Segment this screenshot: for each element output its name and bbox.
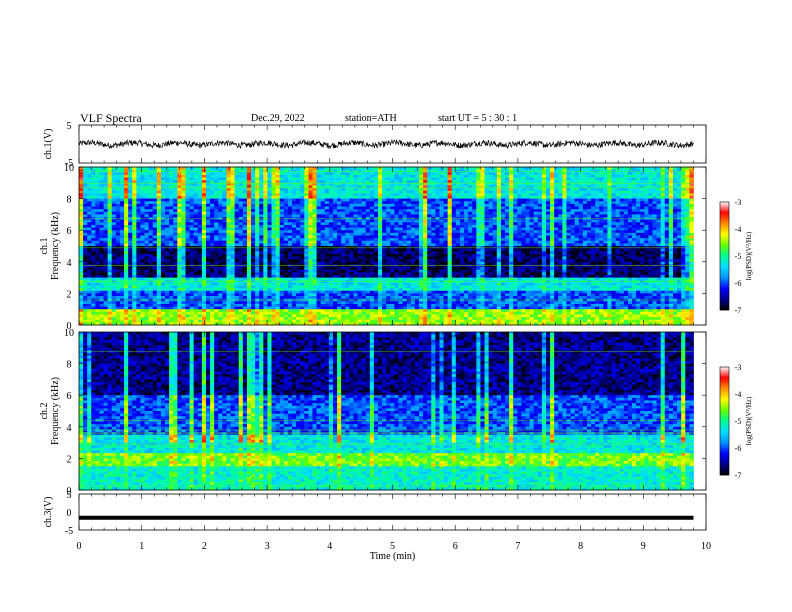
x-tick-label: 0 (77, 541, 82, 552)
x-tick-label: 10 (701, 541, 711, 552)
ch2-spectrogram-colorbar-label: log(PSD)(V²/Hz) (745, 396, 753, 445)
ch1-spectrogram-ytick-label: 10 (64, 163, 74, 174)
ch2-spectrogram-colorbar-tick: -3 (735, 363, 742, 372)
x-axis: 0 1 2 3 4 5 6 7 8 9 10 Time (min) (77, 541, 712, 562)
ch1-spectrogram-panel: 0 2 4 6 8 10 ch.1 Frequency (kHz) -3 -4 -5 -6 -7 log(… (39, 163, 753, 332)
ch1-spectrogram-ytick-label: 0 (67, 321, 72, 332)
ch2-spectrogram-colorbar-tick: -5 (735, 417, 742, 426)
x-tick-label: 3 (265, 541, 270, 552)
ch2-spectrogram-panel: 0 2 4 6 8 10 ch.2 Frequency (kHz) -3 -4 -5 -6 -7 log(… (39, 328, 753, 497)
x-tick-label: 7 (515, 541, 520, 552)
ch1-spectrogram-colorbar: -3 -4 -5 -6 -7 log(PSD)(V²/Hz) (719, 198, 753, 315)
ch1-spectrogram-ytick-label: 2 (67, 289, 72, 300)
x-tick-label: 8 (578, 541, 583, 552)
ch2-spectrogram-ytick-label: 4 (67, 423, 72, 434)
ch2-spectrogram-ylabel: Frequency (kHz) (50, 377, 61, 445)
ch1-ytick-label: -5 (65, 158, 73, 169)
ch1-waveform-line (78, 138, 694, 150)
ch3-ytick-label: 5 (67, 490, 72, 501)
ch3-ylabel: ch.3(V) (43, 497, 54, 528)
ch1-spectrogram-ylabel: ch.1 (39, 238, 50, 255)
x-tick-label: 9 (641, 541, 646, 552)
ch2-spectrogram-ytick-label: 0 (67, 486, 72, 497)
ch1-spectrogram-colorbar-tick: -6 (735, 279, 742, 288)
ch1-spectrogram-ytick-label: 4 (67, 258, 72, 269)
ch2-spectrogram-ytick-label: 6 (67, 391, 72, 402)
ch2-spectrogram-ylabel: ch.2 (39, 403, 50, 420)
ch3-ytick-label: 0 (67, 508, 72, 519)
ch2-spectrogram-colorbar-tick: -6 (735, 444, 742, 453)
ch3-waveform-frame (78, 493, 707, 531)
x-axis-label: Time (min) (370, 551, 415, 562)
x-tick-label: 6 (453, 541, 458, 552)
ch1-spectrogram-ytick-label: 6 (67, 226, 72, 237)
ch1-spectrogram-ylabel: Frequency (kHz) (50, 212, 61, 280)
ch1-spectrogram-colorbar-tick: -7 (735, 306, 742, 315)
ch1-spectrogram-colorbar-label: log(PSD)(V²/Hz) (745, 231, 753, 280)
ch2-spectrogram-colorbar-tick: -4 (735, 390, 742, 399)
x-tick-label: 5 (390, 541, 395, 552)
station-label: station=ATH (345, 113, 397, 124)
x-tick-label: 2 (202, 541, 207, 552)
ch2-spectrogram-ytick-label: 8 (67, 360, 72, 371)
x-tick-label: 1 (139, 541, 144, 552)
ch2-spectrogram-colorbar-tick: -7 (735, 471, 742, 480)
figure-title: VLF Spectra (80, 111, 142, 125)
ch3-ytick-label: -5 (65, 526, 73, 537)
ch2-spectrogram-ytick-label: 10 (64, 328, 74, 339)
ch1-waveform-panel: 5 -5 ch.1(V) (43, 121, 707, 169)
start-time-label: start UT = 5 : 30 : 1 (438, 113, 518, 124)
ch1-ylabel: ch.1(V) (43, 129, 54, 160)
ch1-ytick-label: 5 (67, 121, 72, 132)
x-tick-label: 4 (327, 541, 332, 552)
date-label: Dec.29, 2022 (251, 113, 305, 124)
ch1-spectrogram-colorbar-tick: -3 (735, 198, 742, 207)
ch2-spectrogram-colorbar: -3 -4 -5 -6 -7 log(PSD)(V²/Hz) (719, 363, 753, 480)
ch2-spectrogram-ytick-label: 2 (67, 454, 72, 465)
ch1-spectrogram-ytick-label: 8 (67, 195, 72, 206)
ch1-spectrogram-colorbar-tick: -5 (735, 252, 742, 261)
ch1-spectrogram-colorbar-tick: -4 (735, 225, 742, 234)
ch3-waveform-panel: 5 0 -5 ch.3(V) (43, 490, 707, 537)
